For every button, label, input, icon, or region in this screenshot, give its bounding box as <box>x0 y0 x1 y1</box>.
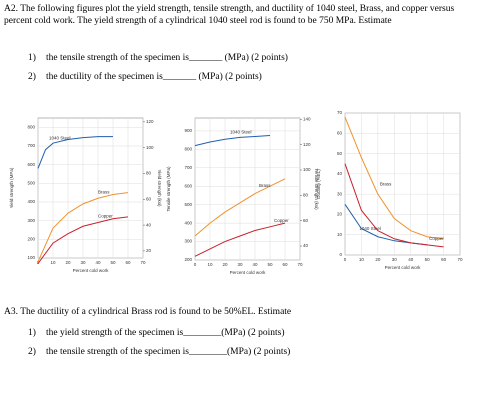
y-tick-label: 70 <box>337 110 343 115</box>
plot-area <box>344 112 461 256</box>
y-tick-label: 300 <box>27 218 35 223</box>
series-line <box>37 216 129 264</box>
x-tick-label: 40 <box>252 262 258 267</box>
y-label: Tensile strength (MPa) <box>166 166 171 212</box>
y-tick-label: 700 <box>184 165 192 170</box>
y2-tick-label: 40 <box>303 243 309 248</box>
y-tick-label: 400 <box>27 199 35 204</box>
y-tick-label: 800 <box>27 125 35 130</box>
y2-tick-label: 80 <box>303 193 309 198</box>
series-label: Brass <box>380 181 392 186</box>
x-tick-label: 10 <box>207 262 213 267</box>
question: the yield strength of the specimen is___… <box>46 328 285 338</box>
y2-label: Tensile strength (ksi) <box>314 168 319 210</box>
y-tick-label: 600 <box>27 162 35 167</box>
y2-tick-label: 40 <box>146 222 152 227</box>
y-tick-label: 20 <box>337 212 343 217</box>
plot-area <box>194 117 301 261</box>
y-tick-label: 200 <box>27 237 35 242</box>
y-tick-label: 30 <box>337 191 343 196</box>
x-tick-label: 60 <box>282 262 288 267</box>
series-line <box>344 163 444 248</box>
x-label: Percent cold work <box>230 270 267 275</box>
y-tick-label: 50 <box>337 151 343 156</box>
x-tick-label: 50 <box>110 260 116 265</box>
y2-tick-label: 100 <box>146 145 154 150</box>
y-tick-label: 60 <box>337 130 343 135</box>
x-tick-label: 30 <box>80 260 86 265</box>
series-line <box>194 222 286 257</box>
y-tick-label: 300 <box>184 239 192 244</box>
part3: A3. The ductility of a cylindrical Brass… <box>4 307 292 317</box>
x-tick-label: 70 <box>457 257 463 262</box>
x-tick-label: 70 <box>140 260 146 265</box>
y2-tick-label: 60 <box>146 196 152 201</box>
y-tick-label: 500 <box>184 202 192 207</box>
x-tick-label: 20 <box>65 260 71 265</box>
y2-tick-label: 120 <box>146 119 154 124</box>
series-line <box>344 116 444 240</box>
series-label: 1040 Steel <box>230 130 252 135</box>
y2-tick-label: 80 <box>146 171 152 176</box>
y-label: Yield strength (MPa) <box>9 167 14 208</box>
header: A2. The following figures plot the yield… <box>4 4 455 26</box>
y2-tick-label: 120 <box>303 142 311 147</box>
x-tick-label: 50 <box>267 262 273 267</box>
series-label: 1040 Steel <box>49 135 71 140</box>
y-tick-label: 200 <box>184 257 192 262</box>
x-tick-label: 40 <box>95 260 101 265</box>
q-num: 2) <box>28 347 36 357</box>
series-line <box>194 135 271 147</box>
x-tick-label: 30 <box>237 262 243 267</box>
y-tick-label: 10 <box>337 232 343 237</box>
x-tick-label: 10 <box>359 257 365 262</box>
y-tick-label: 700 <box>27 143 35 148</box>
x-tick-label: 20 <box>222 262 228 267</box>
y-tick-label: 900 <box>184 128 192 133</box>
series-label: Copper <box>98 214 113 219</box>
series-line <box>194 178 286 237</box>
y-tick-label: 800 <box>184 147 192 152</box>
series-label: Copper <box>429 236 444 241</box>
x-tick-label: 60 <box>125 260 131 265</box>
series-label: Copper <box>274 218 289 223</box>
series-label: Brass <box>259 183 271 188</box>
x-tick-label: 10 <box>50 260 56 265</box>
question: the tensile strength of the specimen is_… <box>46 53 288 63</box>
y2-tick-label: 20 <box>146 248 152 253</box>
q-num: 1) <box>28 53 36 63</box>
series-label: Brass <box>98 189 110 194</box>
y-tick-label: 400 <box>184 220 192 225</box>
y-label: Ductility (%EL) <box>316 169 321 199</box>
x-tick-label: 0 <box>194 262 197 267</box>
y-tick-label: 600 <box>184 183 192 188</box>
y2-tick-label: 140 <box>303 116 311 121</box>
x-tick-label: 30 <box>392 257 398 262</box>
x-tick-label: 20 <box>375 257 381 262</box>
series-line <box>37 192 129 262</box>
x-tick-label: 0 <box>344 257 347 262</box>
y2-tick-label: 100 <box>303 167 311 172</box>
y2-tick-label: 60 <box>303 218 309 223</box>
x-label: Percent cold work <box>385 265 422 270</box>
question: the tensile strength of the specimen is_… <box>46 347 291 357</box>
series-line <box>37 136 113 169</box>
plot-area <box>37 117 144 259</box>
x-label: Percent cold work <box>73 268 110 273</box>
x-tick-label: 60 <box>441 257 447 262</box>
y-tick-label: 500 <box>27 181 35 186</box>
q-num: 2) <box>28 72 36 82</box>
y-tick-label: 0 <box>339 252 342 257</box>
y-tick-label: 40 <box>337 171 343 176</box>
question: the ductility of the specimen is_______ … <box>46 72 262 82</box>
q-num: 1) <box>28 328 36 338</box>
x-tick-label: 70 <box>297 262 303 267</box>
y2-label: Yield strength (ksi) <box>157 169 162 207</box>
y-tick-label: 100 <box>27 255 35 260</box>
x-tick-label: 40 <box>408 257 414 262</box>
x-tick-label: 50 <box>425 257 431 262</box>
series-label: 1040 Steel <box>359 226 381 231</box>
